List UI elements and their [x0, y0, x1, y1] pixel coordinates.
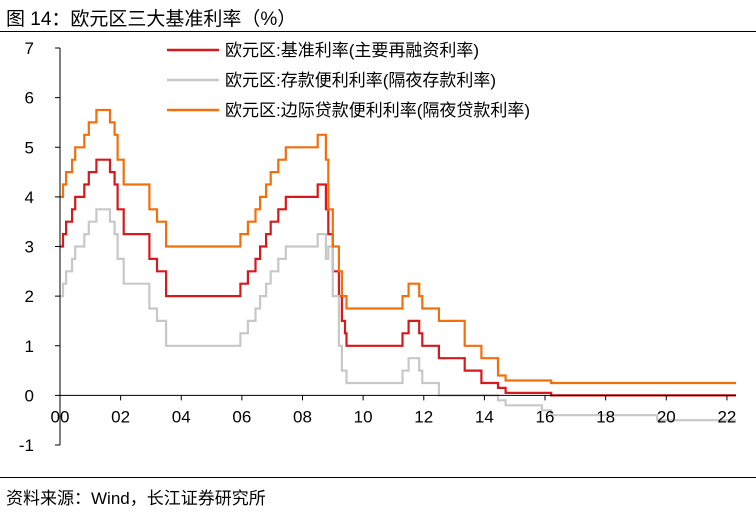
- x-tick-label: 06: [232, 407, 251, 426]
- x-tick-label: 04: [172, 407, 191, 426]
- y-tick-label: 5: [25, 138, 34, 157]
- title-rule: [0, 31, 756, 32]
- y-tick-label: 6: [25, 89, 34, 108]
- x-tick-label: 02: [111, 407, 130, 426]
- y-tick-label: 3: [25, 238, 34, 257]
- y-tick-label: 7: [25, 39, 34, 58]
- x-tick-label: 22: [717, 407, 736, 426]
- series-lines: [60, 108, 736, 422]
- x-tick-label: 10: [354, 407, 373, 426]
- legend: 欧元区:基准利率(主要再融资利率) 欧元区:存款便利利率(隔夜存款利率) 欧元区:边…: [167, 41, 530, 120]
- y-tick-label: 2: [25, 287, 34, 306]
- series-line-3: [60, 108, 736, 385]
- y-tick-label: 0: [25, 386, 34, 405]
- y-tick-label: 4: [25, 188, 34, 207]
- chart-title: 图 14：欧元区三大基准利率（%）: [6, 9, 297, 30]
- legend-label-1: 欧元区:基准利率(主要再融资利率): [225, 41, 479, 60]
- series-line-1: [60, 158, 736, 397]
- x-tick-label: 00: [51, 407, 70, 426]
- y-tick-label: -1: [19, 436, 34, 455]
- x-tick-label: 08: [293, 407, 312, 426]
- series-line-2: [60, 208, 736, 422]
- legend-label-2: 欧元区:存款便利利率(隔夜存款利率): [225, 71, 496, 90]
- y-tick-label: 1: [25, 337, 34, 356]
- x-tick-label: 16: [536, 407, 555, 426]
- x-tick-label: 20: [657, 407, 676, 426]
- source-note: 资料来源：Wind，长江证券研究所: [6, 489, 266, 508]
- x-tick-label: 18: [596, 407, 615, 426]
- legend-label-3: 欧元区:边际贷款便利利率(隔夜贷款利率): [225, 101, 530, 120]
- x-tick-label: 12: [414, 407, 433, 426]
- source-rule: [0, 477, 756, 478]
- x-tick-label: 14: [475, 407, 494, 426]
